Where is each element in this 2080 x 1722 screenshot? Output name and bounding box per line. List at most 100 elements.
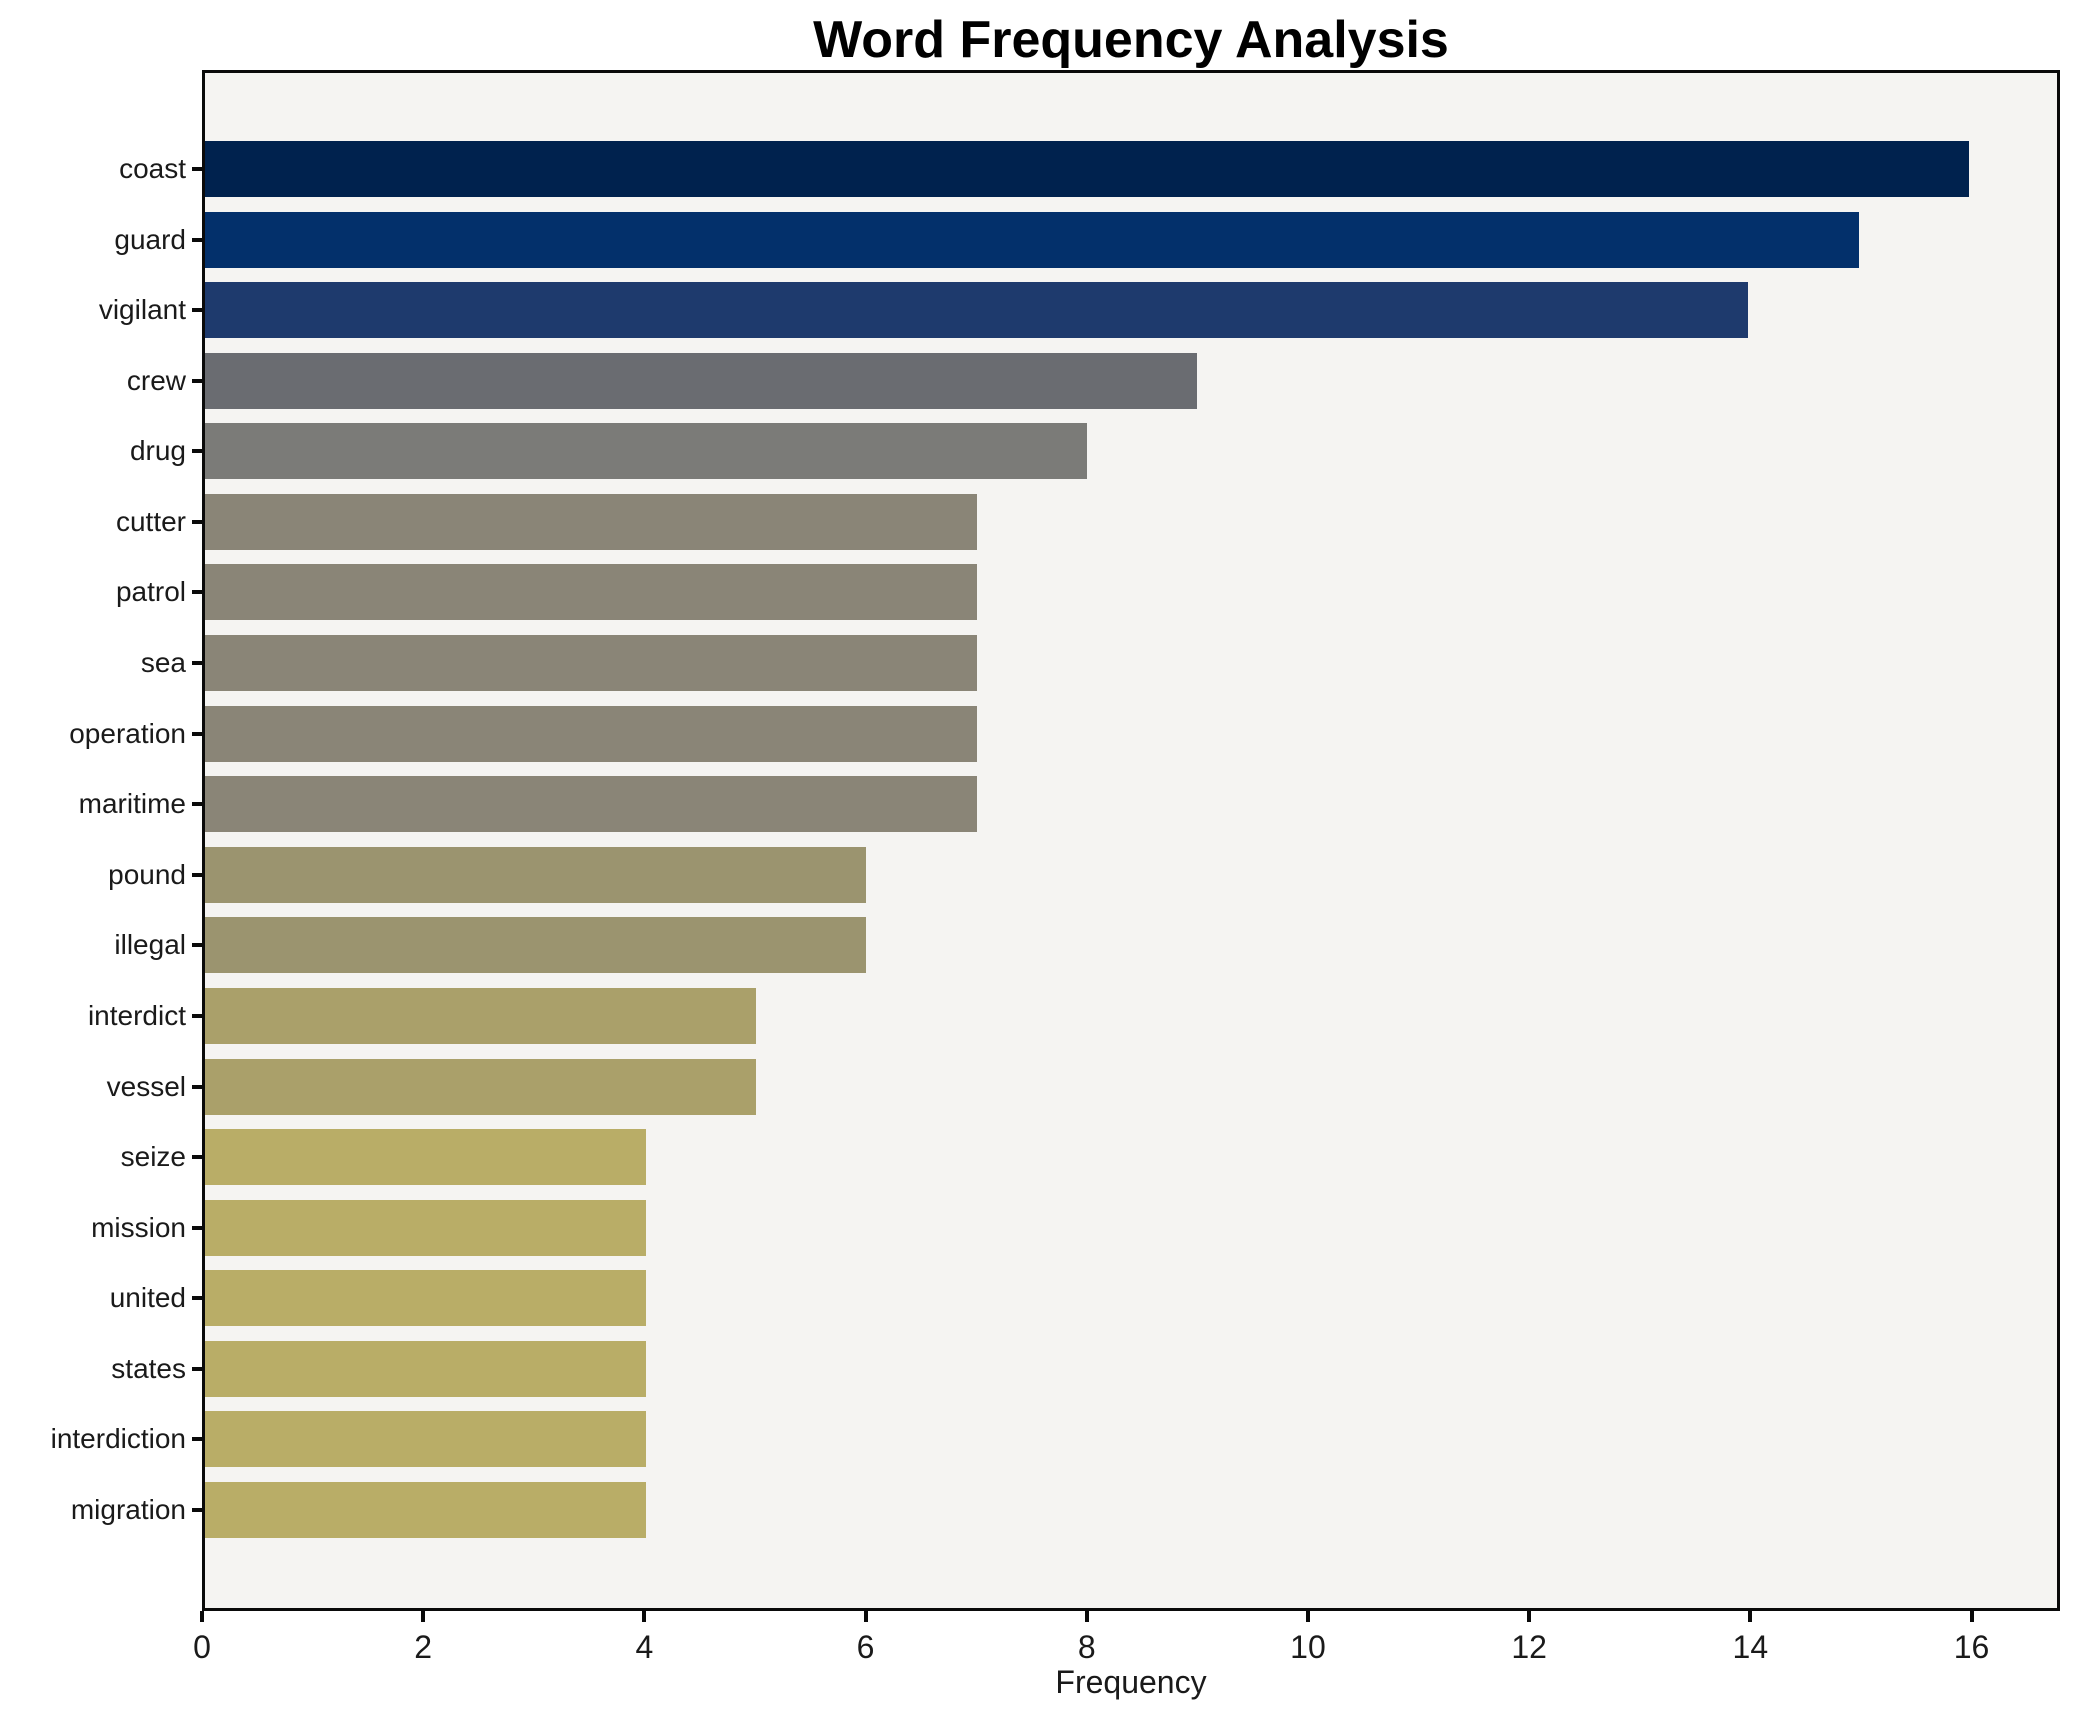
bar: [205, 141, 1969, 197]
y-tick-mark: [192, 1013, 202, 1018]
bar-row: united: [110, 1270, 2057, 1327]
bar-row: illegal: [114, 917, 2057, 974]
bar-row: guard: [114, 211, 2057, 268]
bar: [205, 705, 977, 762]
bar: [205, 1340, 646, 1397]
bars-container: coast guard vigilant crew drug cutter patrol se…: [51, 73, 2057, 1608]
bar: [205, 1129, 646, 1186]
y-tick-mark: [192, 943, 202, 948]
x-tick-mark: [1527, 1611, 1532, 1622]
bar: [205, 352, 1198, 409]
y-tick-mark: [192, 1084, 202, 1089]
bar-row: patrol: [116, 564, 2057, 621]
y-tick-mark: [192, 872, 202, 877]
bar: [205, 1270, 646, 1327]
category-label: coast: [119, 153, 186, 184]
category-label: cutter: [115, 505, 186, 537]
bar-row: migration: [71, 1482, 2057, 1539]
category-label: vigilant: [98, 294, 186, 326]
y-tick-mark: [192, 378, 202, 383]
bar: [205, 846, 867, 903]
chart-title: Word Frequency Analysis: [813, 11, 1449, 69]
x-tick-label: 4: [635, 1629, 654, 1665]
category-label: crew: [126, 364, 186, 396]
plot-area: coast guard vigilant crew drug cutter patrol se…: [51, 70, 2060, 1611]
bar: [205, 564, 977, 621]
bar-row: sea: [141, 635, 2057, 692]
bar-row: interdiction: [51, 1411, 2057, 1468]
category-label: states: [111, 1352, 186, 1384]
y-tick-mark: [192, 449, 202, 454]
y-tick-mark: [192, 1155, 202, 1160]
category-label: illegal: [114, 929, 186, 961]
y-tick-mark: [192, 519, 202, 524]
category-label: drug: [129, 435, 186, 467]
x-tick-mark: [200, 1611, 204, 1622]
bar-row: operation: [69, 705, 2057, 762]
category-label: sea: [140, 647, 186, 679]
x-tick-label: 2: [414, 1629, 433, 1665]
bar: [205, 1482, 646, 1539]
x-tick-mark: [1748, 1611, 1753, 1622]
x-tick-mark: [642, 1611, 647, 1622]
x-tick-label: 14: [1732, 1629, 1769, 1665]
bar-row: vigilant: [99, 282, 2057, 339]
bar-row: cutter: [116, 493, 2057, 550]
x-tick-mark: [1969, 1611, 1974, 1622]
x-tick-label: 16: [1953, 1629, 1990, 1665]
x-tick-mark: [1305, 1611, 1310, 1622]
bar-row: interdict: [88, 987, 2057, 1044]
category-label: maritime: [78, 788, 186, 820]
category-label: guard: [114, 223, 186, 255]
bar-row: maritime: [79, 776, 2057, 833]
x-axis: 0 2 4 6 8 10 12 14 16: [193, 1611, 2060, 1721]
bar: [205, 1199, 646, 1256]
x-tick-label: 0: [193, 1629, 211, 1665]
bar: [205, 282, 1749, 339]
bar: [205, 493, 977, 550]
bar-row: states: [111, 1340, 2057, 1397]
category-label: interdict: [87, 999, 186, 1031]
bar: [205, 211, 1859, 268]
y-tick-mark: [192, 1296, 202, 1301]
x-tick-label: 12: [1511, 1629, 1547, 1665]
bar: [205, 776, 977, 833]
bar: [205, 1058, 757, 1115]
bar-row: pound: [108, 846, 2057, 903]
bar-row: drug: [130, 423, 2057, 480]
y-tick-mark: [192, 1225, 202, 1230]
x-tick-mark: [863, 1611, 868, 1622]
category-label: interdiction: [50, 1423, 186, 1455]
x-axis-label: Frequency: [1055, 1664, 1207, 1700]
y-tick-mark: [192, 237, 202, 242]
x-tick-label: 10: [1290, 1629, 1326, 1665]
bar-row: seize: [121, 1129, 2057, 1186]
bar-row: mission: [91, 1199, 2057, 1256]
y-tick-mark: [192, 167, 202, 171]
bar-row: vessel: [107, 1058, 2057, 1115]
bar: [205, 917, 867, 974]
category-label: united: [109, 1282, 186, 1314]
bar: [205, 987, 757, 1044]
x-tick-mark: [1084, 1611, 1089, 1622]
x-tick-label: 6: [856, 1629, 875, 1665]
y-tick-mark: [192, 661, 202, 666]
category-label: seize: [120, 1141, 186, 1173]
category-label: pound: [108, 858, 186, 890]
x-tick-label: 8: [1077, 1629, 1096, 1665]
x-tick-mark: [421, 1611, 426, 1622]
y-tick-mark: [192, 590, 202, 595]
category-label: operation: [69, 717, 186, 749]
y-tick-mark: [192, 802, 202, 807]
bar: [205, 1411, 646, 1468]
bar-row: crew: [127, 352, 2057, 409]
category-label: vessel: [106, 1070, 186, 1102]
y-tick-mark: [192, 1508, 202, 1513]
bar: [205, 635, 977, 692]
bar-row: coast: [119, 141, 2057, 197]
y-tick-mark: [192, 1437, 202, 1442]
y-tick-mark: [192, 308, 202, 313]
bar: [205, 423, 1087, 480]
category-label: patrol: [115, 576, 186, 608]
